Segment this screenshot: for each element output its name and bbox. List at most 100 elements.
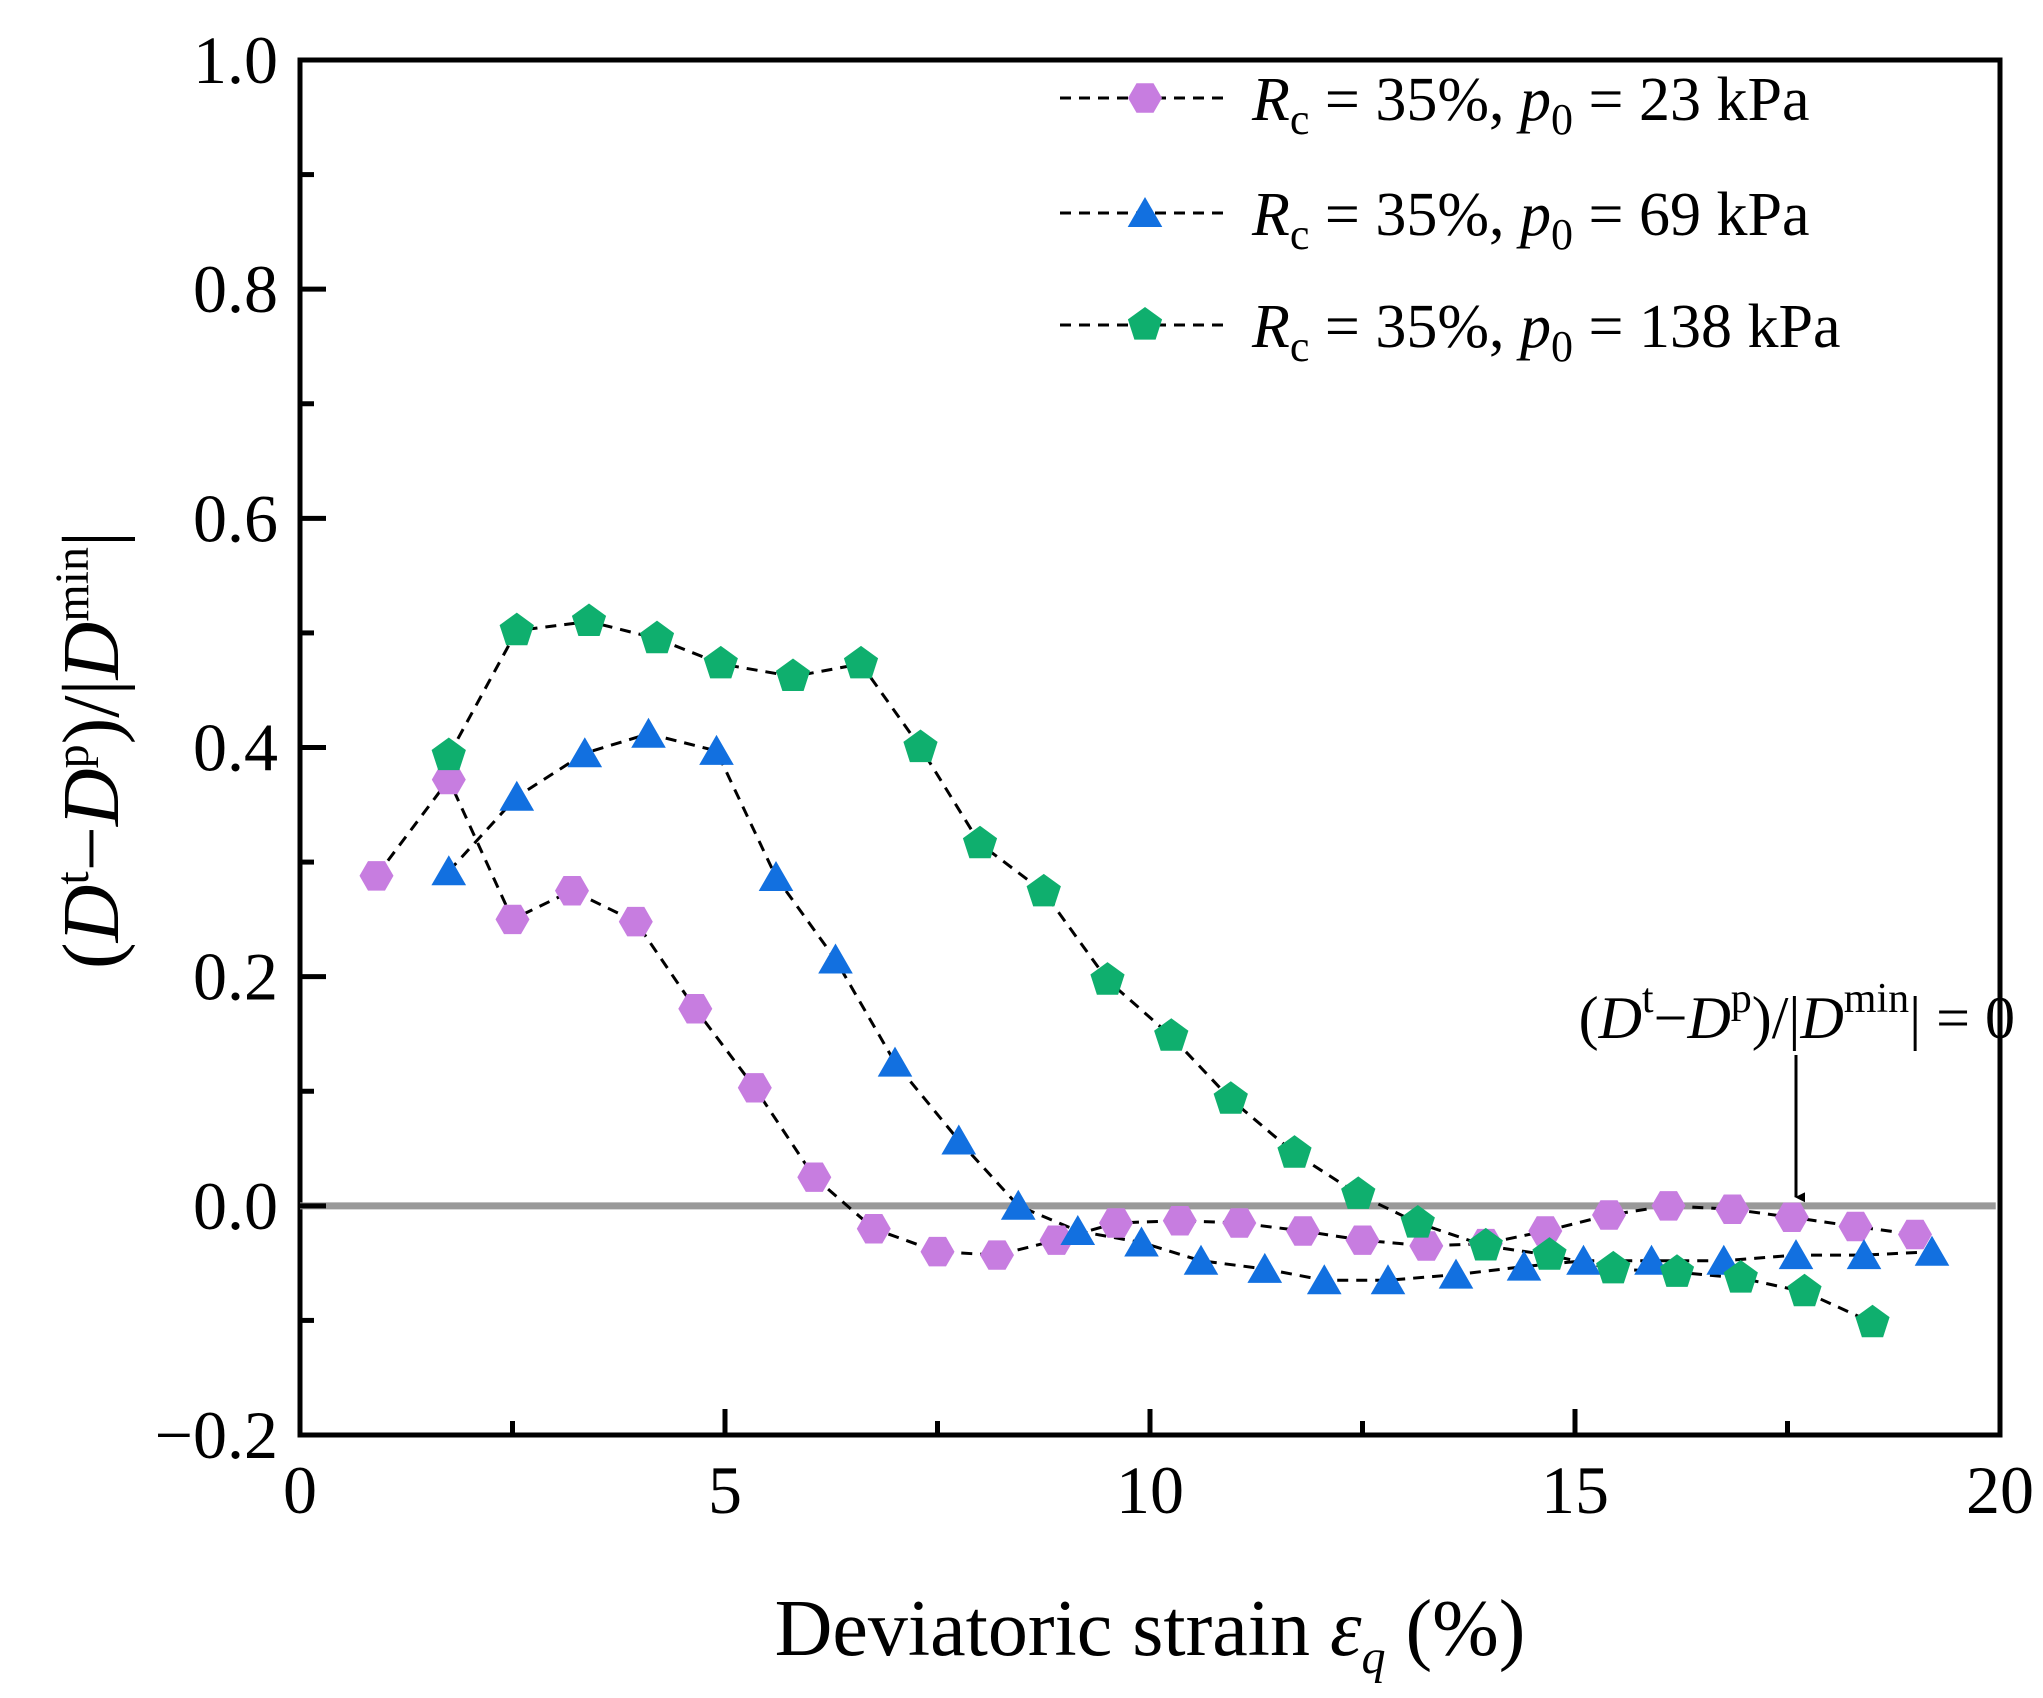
legend: Rc = 35%, p0 = 23 kPa Rc = 35%, p0 = 69 … xyxy=(1060,66,1841,371)
legend-marker-series-2 xyxy=(1127,197,1163,227)
series-3-point xyxy=(1723,1260,1758,1293)
series-3-point xyxy=(571,603,607,636)
series-2-point xyxy=(631,717,666,748)
legend-marker-series-1 xyxy=(1128,83,1162,113)
x-axis-title-subscript: q xyxy=(1361,1631,1385,1684)
series-1-point xyxy=(555,876,589,906)
axis-ticks xyxy=(297,57,2003,1438)
series-2-point xyxy=(499,780,535,811)
series-2-point xyxy=(941,1124,977,1155)
series-1-point xyxy=(1409,1231,1444,1261)
series-2-point xyxy=(1183,1244,1219,1275)
series-1-point xyxy=(618,906,653,937)
series-3-point xyxy=(962,825,998,859)
series-2-point xyxy=(567,737,603,768)
y-tick-label: 0.4 xyxy=(193,710,278,786)
series-3-point xyxy=(1090,962,1125,995)
x-tick-label: 20 xyxy=(1966,1452,2034,1528)
series-3-point xyxy=(1787,1273,1822,1307)
series-markers xyxy=(359,603,1950,1338)
x-axis-title-suffix: (%) xyxy=(1385,1585,1525,1673)
series-3-point xyxy=(1532,1237,1567,1270)
series-3-point xyxy=(1400,1205,1435,1238)
series-1-point xyxy=(1345,1225,1380,1255)
series-1-point xyxy=(1898,1219,1932,1250)
series-1-point xyxy=(1651,1191,1686,1221)
series-1-point xyxy=(1222,1208,1257,1238)
series-1-point xyxy=(920,1236,955,1267)
series-1-point xyxy=(1039,1225,1074,1255)
series-2-point xyxy=(1438,1258,1474,1289)
series-2-point xyxy=(431,855,467,886)
series-1-point xyxy=(797,1162,832,1192)
series-2-point xyxy=(1370,1264,1406,1295)
plot-frame xyxy=(297,57,2003,1438)
x-tick-label: 10 xyxy=(1116,1452,1184,1528)
series-2-point xyxy=(699,734,734,765)
series-1-point xyxy=(1774,1202,1809,1232)
series-1-point xyxy=(431,764,466,795)
series-2-point xyxy=(758,861,794,891)
series-2-point xyxy=(1124,1226,1159,1257)
y-tick-labels: −0.2 0.0 0.2 0.4 0.6 0.8 1.0 xyxy=(155,22,278,1473)
series-2-point xyxy=(818,943,853,974)
series-3-point xyxy=(1341,1176,1376,1209)
series-2-point xyxy=(1778,1239,1814,1270)
zero-line-annotation: (Dt−Dp)/|Dmin| = 0 xyxy=(1579,976,2015,1051)
series-1-point xyxy=(1099,1208,1133,1238)
series-2-point xyxy=(1914,1235,1950,1266)
series-2-point xyxy=(1000,1189,1036,1220)
series-2-point xyxy=(877,1046,913,1077)
series-1-point xyxy=(1715,1194,1750,1224)
series-1-point xyxy=(359,861,394,891)
legend-label-series-1: Rc = 35%, p0 = 23 kPa xyxy=(1251,66,1810,144)
x-tick-label: 15 xyxy=(1541,1452,1609,1528)
series-1-point xyxy=(678,994,713,1024)
x-axis-title: Deviatoric strain εq (%) xyxy=(775,1585,1526,1684)
y-axis-title-minus: − xyxy=(48,826,136,871)
x-tick-label: 5 xyxy=(708,1452,742,1528)
series-2-point xyxy=(1506,1250,1542,1281)
series-3-point xyxy=(903,729,938,763)
series-3-point xyxy=(1855,1304,1890,1338)
series-2-point xyxy=(1060,1215,1096,1245)
y-axis-title-d3: D xyxy=(48,622,136,681)
series-2-point xyxy=(1566,1244,1601,1275)
x-axis-title-symbol: ε xyxy=(1330,1585,1362,1673)
series-3-point xyxy=(775,658,811,691)
series-3-point xyxy=(639,620,675,654)
y-axis-title-mid: )/| xyxy=(48,679,136,744)
y-axis-title-d1: D xyxy=(48,885,136,944)
series-3-point xyxy=(1277,1135,1312,1168)
series-1-point xyxy=(1162,1206,1197,1236)
legend-label-series-2: Rc = 35%, p0 = 69 kPa xyxy=(1251,181,1810,259)
series-1-point xyxy=(1838,1211,1873,1242)
series-2-line xyxy=(447,732,1933,1282)
series-2-point xyxy=(1306,1264,1342,1295)
series-1-point xyxy=(980,1240,1014,1270)
y-axis-title-sup1: t xyxy=(46,871,99,885)
series-1-point xyxy=(737,1073,772,1103)
legend-marker-series-3 xyxy=(1127,307,1163,340)
y-tick-label: −0.2 xyxy=(155,1397,278,1473)
x-axis-title-prefix: Deviatoric strain xyxy=(775,1585,1330,1673)
series-3-point xyxy=(1659,1254,1695,1287)
series-3-point xyxy=(703,645,738,679)
series-3-line xyxy=(447,619,1874,1325)
series-2-point xyxy=(1846,1239,1882,1270)
legend-label-series-3: Rc = 35%, p0 = 138 kPa xyxy=(1251,293,1841,371)
series-3-point xyxy=(1026,873,1061,907)
y-axis-title-sup2: p xyxy=(46,744,99,768)
y-tick-label: 0.0 xyxy=(193,1168,278,1244)
y-tick-label: 1.0 xyxy=(193,22,278,98)
series-lines xyxy=(375,619,1933,1325)
series-3-point xyxy=(1468,1227,1503,1261)
series-1-point xyxy=(1528,1216,1563,1246)
series-3-point xyxy=(1213,1081,1248,1114)
legend-markers xyxy=(1127,83,1163,340)
y-axis-title-close: | xyxy=(48,531,136,547)
series-1-point xyxy=(1592,1200,1626,1230)
series-1-point xyxy=(856,1214,891,1244)
x-tick-labels: 0 5 10 15 20 xyxy=(283,1452,2034,1528)
